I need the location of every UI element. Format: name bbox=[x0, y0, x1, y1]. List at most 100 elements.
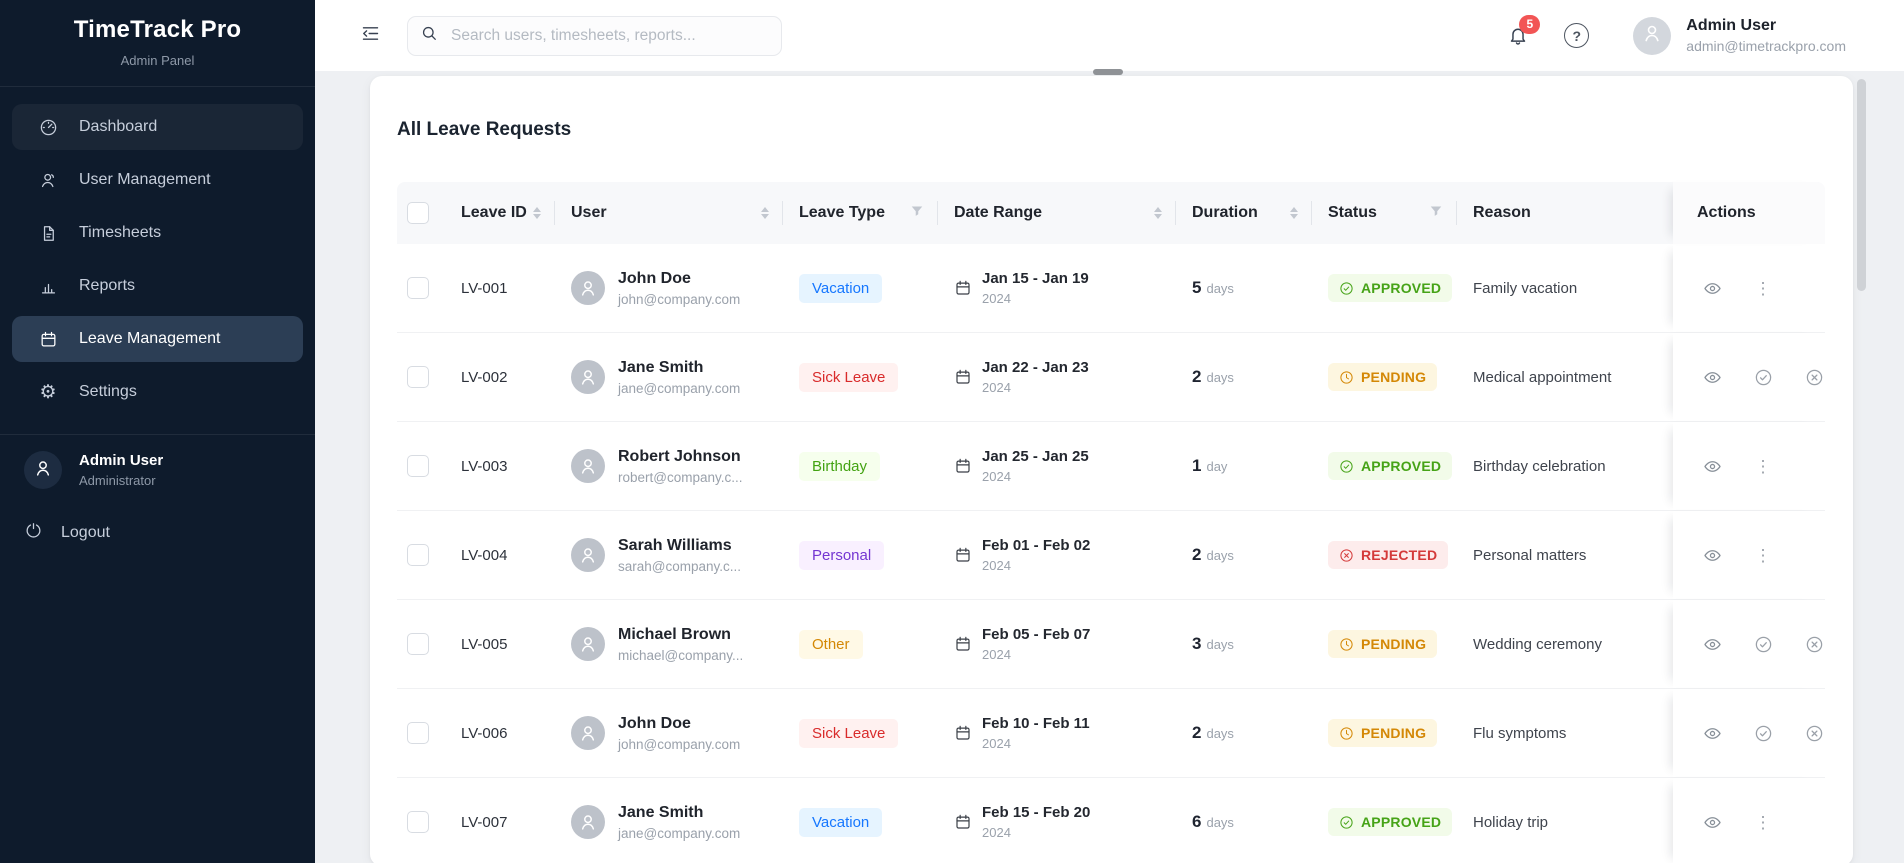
row-checkbox[interactable] bbox=[407, 544, 429, 566]
table-row: LV-001 John Doe john@company.com Vacation Ja… bbox=[397, 244, 1825, 333]
vertical-scrollbar-thumb[interactable] bbox=[1857, 79, 1866, 291]
gear-icon: ⚙ bbox=[39, 381, 57, 403]
row-select-cell bbox=[397, 778, 445, 863]
duration-unit: days bbox=[1206, 814, 1234, 830]
duration-unit: days bbox=[1206, 547, 1234, 563]
approve-action-button[interactable] bbox=[1748, 629, 1778, 659]
duration-value: 5 bbox=[1192, 278, 1202, 297]
row-checkbox[interactable] bbox=[407, 455, 429, 477]
date-range: Feb 15 - Feb 20 bbox=[982, 804, 1091, 821]
view-action-button[interactable] bbox=[1697, 540, 1727, 570]
view-action-button[interactable] bbox=[1697, 718, 1727, 748]
sort-carets-icon[interactable] bbox=[533, 207, 541, 219]
leave-type-badge: Birthday bbox=[799, 451, 881, 481]
notification-badge: 5 bbox=[1519, 14, 1541, 34]
row-select-cell bbox=[397, 333, 445, 421]
column-label: Leave ID bbox=[461, 204, 527, 221]
table-body: LV-001 John Doe john@company.com Vacation Ja… bbox=[397, 244, 1825, 863]
row-checkbox[interactable] bbox=[407, 366, 429, 388]
sidebar-item-reports[interactable]: Reports bbox=[12, 263, 303, 309]
person-icon bbox=[1640, 21, 1664, 50]
topbar-right: 5 ? Admin User admin@timetrackpro.com bbox=[1507, 14, 1904, 55]
status-cell: PENDING bbox=[1312, 333, 1457, 421]
reject-action-button[interactable] bbox=[1799, 362, 1825, 392]
approve-icon bbox=[1754, 635, 1773, 654]
view-action-button[interactable] bbox=[1697, 273, 1727, 303]
more-action-button[interactable]: ⋮ bbox=[1748, 273, 1778, 303]
reject-action-button[interactable] bbox=[1799, 718, 1825, 748]
more-action-button[interactable]: ⋮ bbox=[1748, 540, 1778, 570]
sidebar-nav: Dashboard User Management Timesheets Report… bbox=[0, 87, 315, 422]
more-dots-icon: ⋮ bbox=[1754, 545, 1772, 565]
sidebar-item-label: Dashboard bbox=[79, 118, 158, 135]
sidebar-item-timesheets[interactable]: Timesheets bbox=[12, 210, 303, 256]
sidebar-item-user-management[interactable]: User Management bbox=[12, 157, 303, 203]
sidebar-item-leave-management[interactable]: Leave Management bbox=[12, 316, 303, 362]
eye-icon bbox=[1703, 635, 1722, 654]
x-circle-icon bbox=[1339, 548, 1354, 563]
approve-action-button[interactable] bbox=[1748, 362, 1778, 392]
sidebar-item-settings[interactable]: ⚙ Settings bbox=[12, 369, 303, 415]
calendar-icon bbox=[954, 724, 972, 742]
collapse-menu-icon[interactable] bbox=[358, 24, 382, 48]
column-label: Date Range bbox=[954, 204, 1043, 221]
duration-value: 1 bbox=[1192, 456, 1202, 475]
date-range-cell: Feb 10 - Feb 11 2024 bbox=[938, 689, 1176, 777]
status-badge: PENDING bbox=[1328, 630, 1438, 658]
user-cell: Michael Brown michael@company... bbox=[555, 600, 783, 688]
user-cell: Jane Smith jane@company.com bbox=[555, 778, 783, 863]
sidebar-item-dashboard[interactable]: Dashboard bbox=[12, 104, 303, 150]
sort-carets-icon[interactable] bbox=[761, 207, 769, 219]
more-action-button[interactable]: ⋮ bbox=[1748, 451, 1778, 481]
sidebar-item-label: Settings bbox=[79, 383, 137, 400]
view-action-button[interactable] bbox=[1697, 807, 1727, 837]
leave-id: LV-007 bbox=[461, 813, 508, 831]
filter-funnel-icon[interactable] bbox=[1429, 204, 1443, 223]
logout-button[interactable]: Logout bbox=[0, 499, 315, 567]
filter-funnel-icon[interactable] bbox=[910, 204, 924, 223]
approve-action-button[interactable] bbox=[1748, 718, 1778, 748]
view-action-button[interactable] bbox=[1697, 362, 1727, 392]
more-dots-icon: ⋮ bbox=[1754, 456, 1772, 476]
leave-id: LV-001 bbox=[461, 279, 508, 297]
reason-cell: Wedding ceremony bbox=[1457, 600, 1673, 688]
sidebar-item-label: User Management bbox=[79, 171, 211, 188]
row-checkbox[interactable] bbox=[407, 277, 429, 299]
reject-icon bbox=[1805, 368, 1824, 387]
user-email: sarah@company.c... bbox=[618, 558, 742, 574]
row-checkbox[interactable] bbox=[407, 633, 429, 655]
select-all-checkbox[interactable] bbox=[407, 202, 429, 224]
user-name: Jane Smith bbox=[618, 803, 704, 821]
reject-action-button[interactable] bbox=[1799, 629, 1825, 659]
sidebar: TimeTrack Pro Admin Panel Dashboard User … bbox=[0, 0, 315, 863]
avatar bbox=[571, 449, 605, 483]
user-email: jane@company.com bbox=[618, 825, 741, 841]
view-action-button[interactable] bbox=[1697, 629, 1727, 659]
status-label: APPROVED bbox=[1361, 280, 1442, 296]
sort-carets-icon[interactable] bbox=[1154, 207, 1162, 219]
view-action-button[interactable] bbox=[1697, 451, 1727, 481]
column-header-id: Leave ID bbox=[445, 182, 555, 244]
leave-type-cell: Vacation bbox=[783, 778, 938, 863]
duration-cell: 2 days bbox=[1176, 333, 1312, 421]
notifications-button[interactable]: 5 bbox=[1507, 14, 1541, 48]
sidebar-user-card: Admin User Administrator bbox=[0, 434, 315, 499]
topbar-user-name: Admin User bbox=[1686, 17, 1777, 34]
column-label: Duration bbox=[1192, 204, 1258, 221]
sort-carets-icon[interactable] bbox=[1290, 207, 1298, 219]
row-select-cell bbox=[397, 422, 445, 510]
date-range-cell: Feb 05 - Feb 07 2024 bbox=[938, 600, 1176, 688]
sidebar-header: TimeTrack Pro Admin Panel bbox=[0, 0, 315, 87]
avatar[interactable] bbox=[1633, 16, 1672, 55]
help-button[interactable]: ? bbox=[1564, 23, 1590, 48]
row-checkbox[interactable] bbox=[407, 811, 429, 833]
more-action-button[interactable]: ⋮ bbox=[1748, 807, 1778, 837]
row-checkbox[interactable] bbox=[407, 722, 429, 744]
horizontal-scrollbar-thumb[interactable] bbox=[1093, 69, 1123, 75]
table-row: LV-003 Robert Johnson robert@company.c... B… bbox=[397, 422, 1825, 511]
status-cell: APPROVED bbox=[1312, 422, 1457, 510]
column-header-actions: Actions bbox=[1673, 182, 1825, 244]
user-name: John Doe bbox=[618, 714, 691, 732]
search-input[interactable] bbox=[449, 25, 769, 46]
duration-unit: day bbox=[1206, 458, 1228, 474]
